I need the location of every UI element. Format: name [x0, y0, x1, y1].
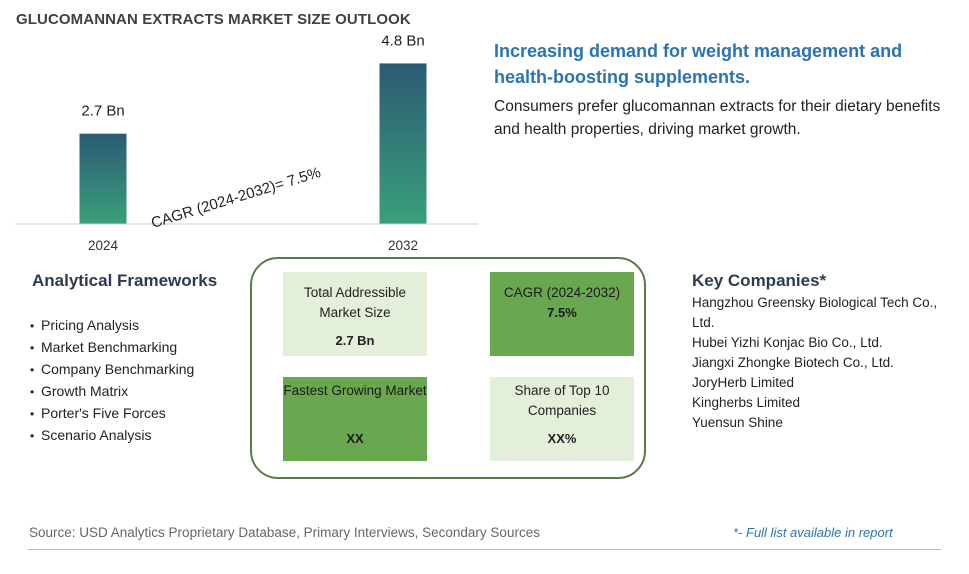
- kpi-tam-label: Total Addressible Market Size: [303, 285, 407, 320]
- bar-value-label: 4.8 Bn: [381, 32, 424, 49]
- bullet-icon: •: [30, 341, 35, 355]
- frameworks-list: • Pricing Analysis • Market Benchmarking •…: [30, 314, 194, 446]
- bullet-icon: •: [30, 385, 35, 399]
- framework-item: • Market Benchmarking: [30, 336, 194, 358]
- companies-list: Hangzhou Greensky Biological Tech Co., L…: [692, 293, 954, 433]
- headline-title: Increasing demand for weight management …: [494, 41, 903, 87]
- companies-title: Key Companies*: [692, 271, 827, 290]
- bar-2032: [379, 63, 427, 224]
- headline-description: Consumers prefer glucomannan extracts fo…: [494, 98, 941, 138]
- page-title: GLUCOMANNAN EXTRACTS MARKET SIZE OUTLOOK: [16, 11, 411, 28]
- kpi-cagr: CAGR (2024-2032) 7.5%: [490, 272, 634, 356]
- cagr-annotation: CAGR (2024-2032)= 7.5%: [149, 164, 323, 232]
- bar-2024: [79, 133, 127, 224]
- framework-item: • Pricing Analysis: [30, 314, 194, 336]
- company-item: Hubei Yizhi Konjac Bio Co., Ltd.: [692, 335, 883, 350]
- kpi-fastest: Fastest Growing Market XX: [283, 377, 427, 461]
- kpi-share-value: XX%: [547, 431, 577, 446]
- footer-source: Source: USD Analytics Proprietary Databa…: [29, 525, 540, 540]
- x-tick-label: 2024: [88, 238, 119, 253]
- footer-note: *- Full list available in report: [733, 525, 893, 540]
- framework-item: • Growth Matrix: [30, 380, 194, 402]
- frameworks-title: Analytical Frameworks: [32, 271, 218, 290]
- market-size-chart: 2.7 Bn 2024 4.8 Bn 2032 CAGR (2024-2032)= 7…: [15, 32, 478, 253]
- bar-value-label: 2.7 Bn: [81, 103, 124, 120]
- bullet-icon: •: [30, 429, 35, 443]
- framework-item: • Porter's Five Forces: [30, 402, 194, 424]
- kpi-fastest-label: Fastest Growing Market: [283, 383, 427, 398]
- company-item: JoryHerb Limited: [692, 375, 795, 390]
- company-item: Jiangxi Zhongke Biotech Co., Ltd.: [692, 355, 894, 370]
- kpi-cagr-value: 7.5%: [547, 305, 577, 320]
- kpi-fastest-value: XX: [346, 431, 364, 446]
- kpi-share-label: Share of Top 10 Companies: [514, 383, 610, 418]
- framework-item: • Company Benchmarking: [30, 358, 194, 380]
- kpi-cagr-label: CAGR (2024-2032): [503, 285, 621, 300]
- company-item: Yuensun Shine: [692, 415, 783, 430]
- bullet-icon: •: [30, 319, 35, 333]
- company-item: Hangzhou Greensky Biological Tech Co., L…: [692, 295, 938, 330]
- company-item: Kingherbs Limited: [692, 395, 801, 410]
- kpi-tam-value: 2.7 Bn: [335, 333, 375, 348]
- bullet-icon: •: [30, 363, 35, 377]
- kpi-share: Share of Top 10 Companies XX%: [490, 377, 634, 461]
- x-tick-label: 2032: [388, 238, 418, 253]
- bullet-icon: •: [30, 407, 35, 421]
- kpi-panel: Total Addressible Market Size 2.7 Bn CAG…: [250, 257, 646, 479]
- kpi-tam: Total Addressible Market Size 2.7 Bn: [283, 272, 427, 356]
- framework-item: • Scenario Analysis: [30, 424, 194, 446]
- footer-divider: [28, 549, 941, 550]
